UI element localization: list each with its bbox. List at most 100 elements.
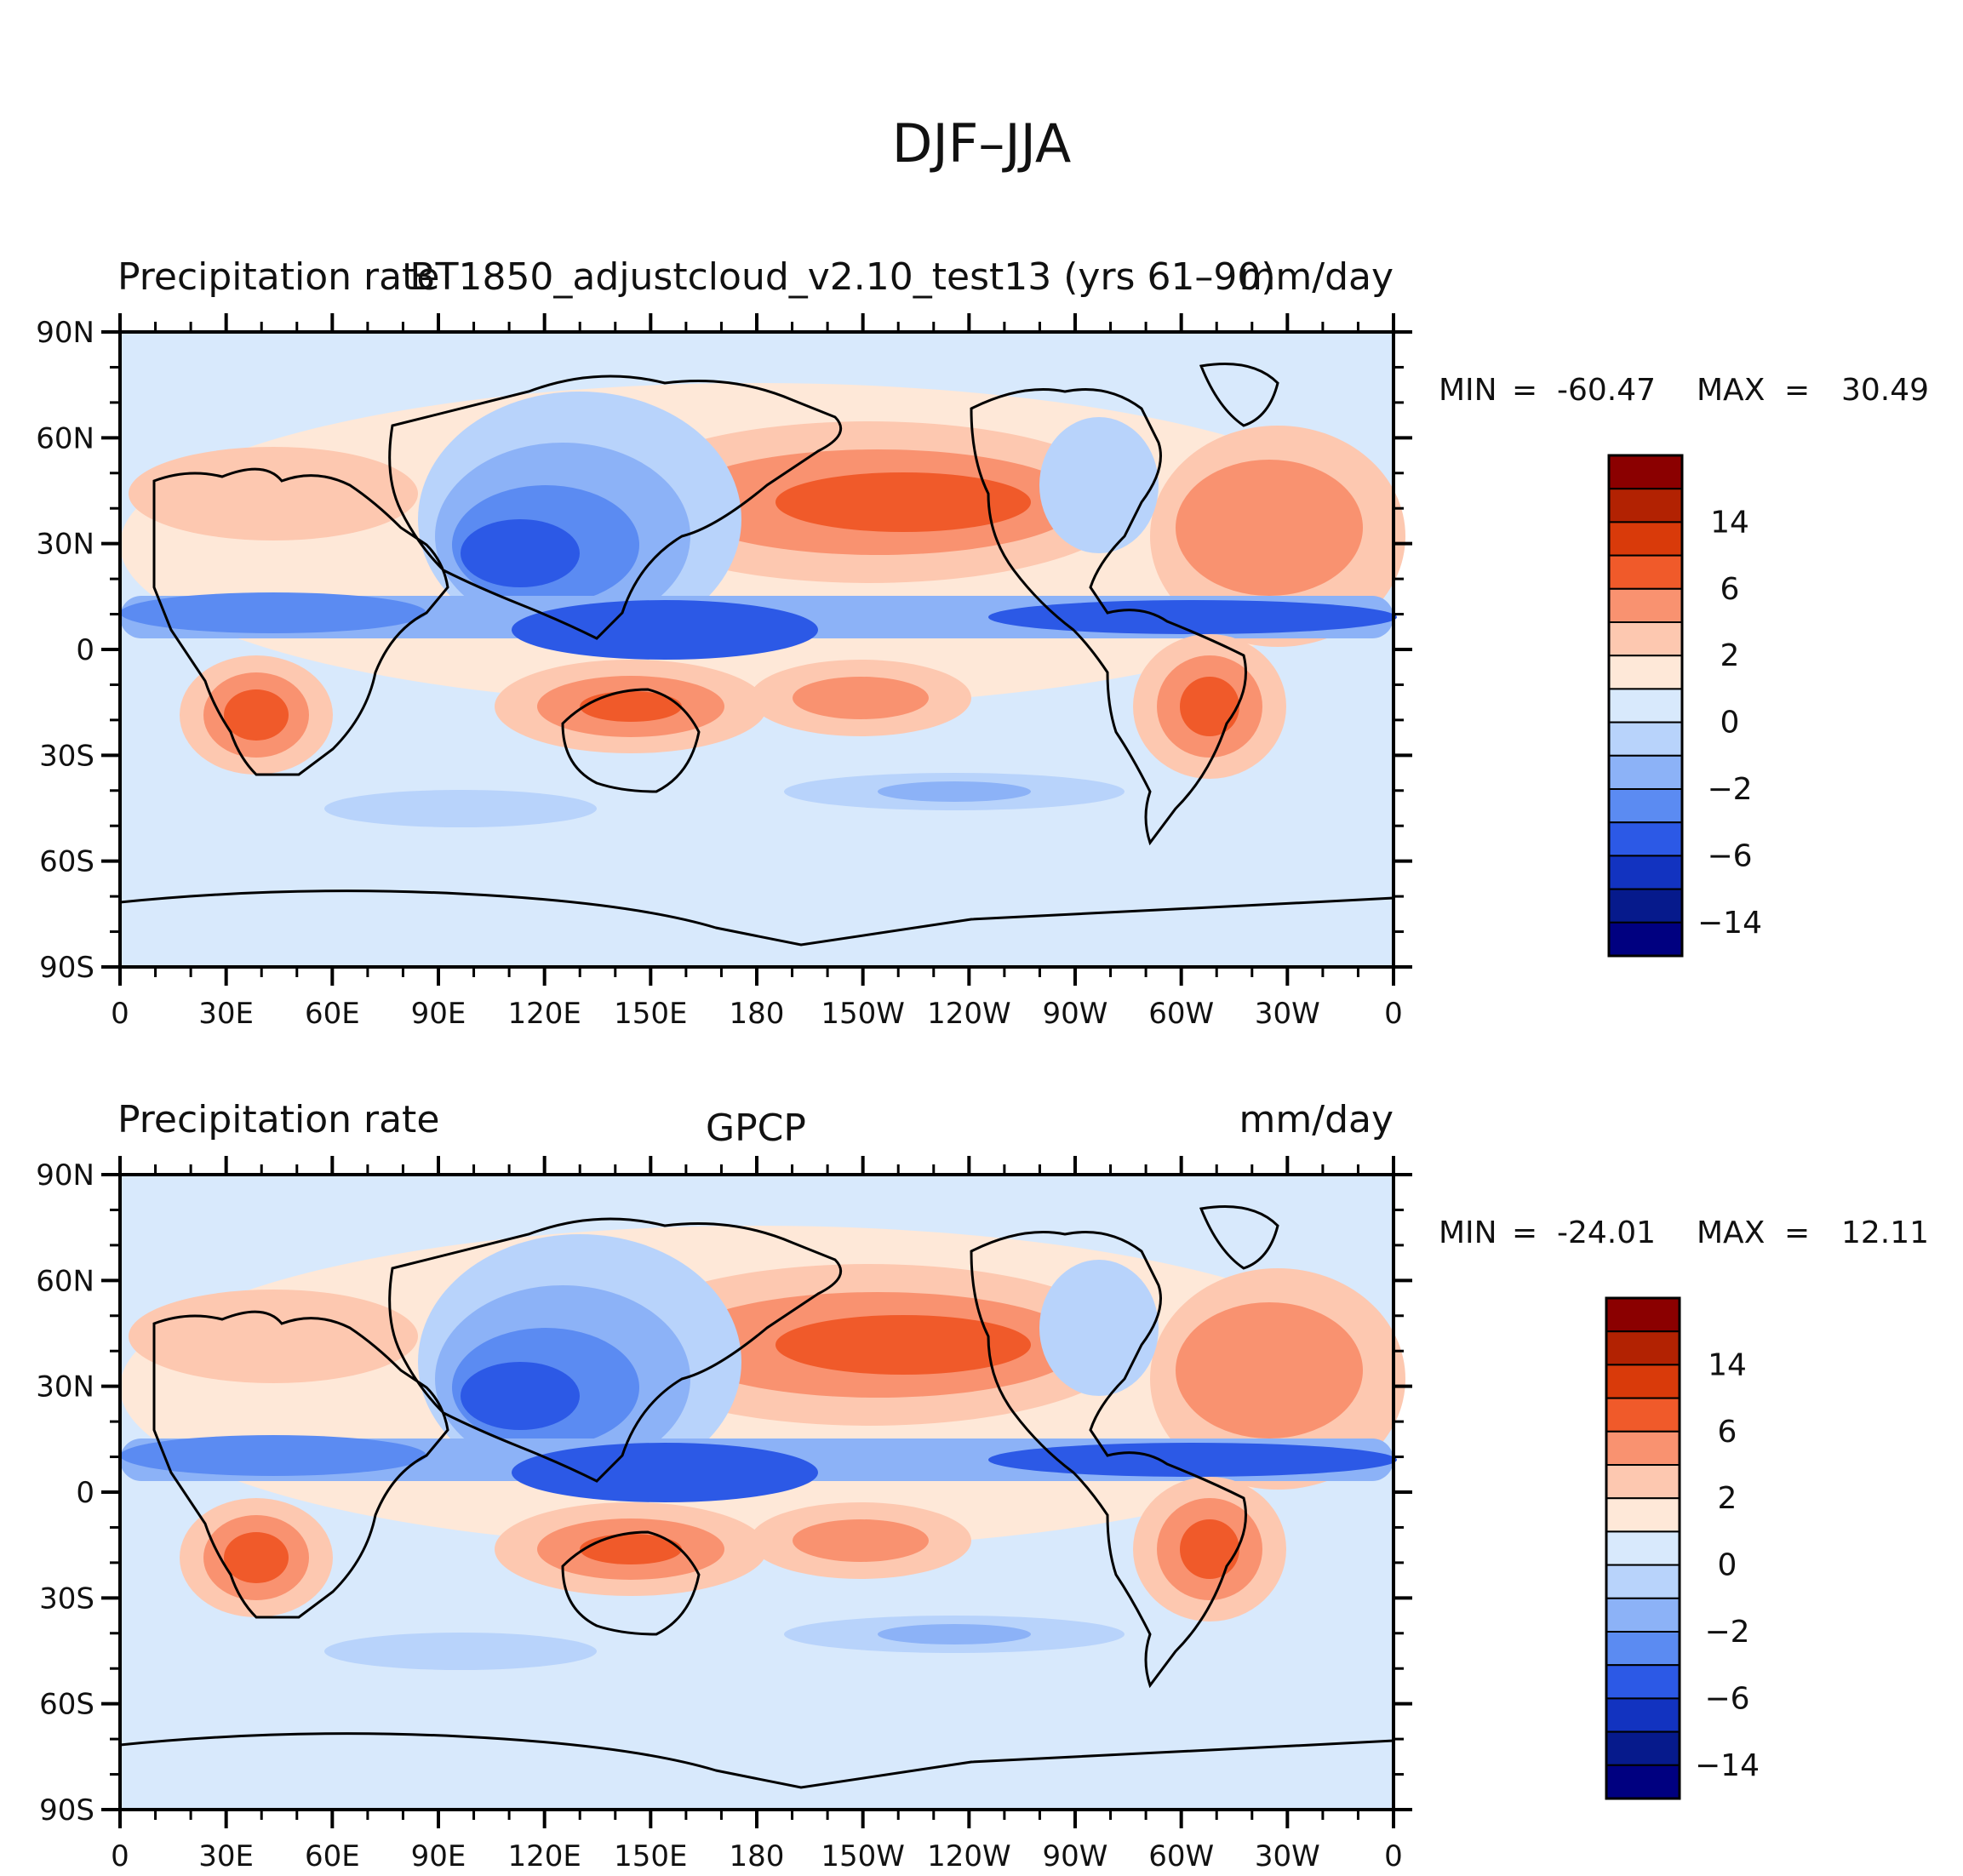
lon-tick-label: 120W bbox=[927, 997, 1011, 1031]
lon-tick-label: 120W bbox=[927, 1839, 1011, 1873]
lat-tick-label: 90N bbox=[36, 316, 94, 350]
colorbar-swatch bbox=[1605, 1764, 1680, 1800]
colorbar-label: 14 bbox=[1710, 505, 1749, 540]
colorbar-swatch bbox=[1608, 788, 1683, 824]
lon-tick-label: 60E bbox=[305, 1839, 360, 1873]
lon-tick-label: 150E bbox=[614, 997, 687, 1031]
lon-tick-label: 0 bbox=[1384, 1839, 1403, 1873]
colorbar-label: −14 bbox=[1695, 1748, 1760, 1783]
colorbar-swatch bbox=[1608, 688, 1683, 724]
max-value-1: 30.49 bbox=[1841, 373, 1929, 408]
colorbar-swatch bbox=[1605, 1597, 1680, 1633]
lon-tick-label: 90W bbox=[1043, 1839, 1108, 1873]
max-value-2: 12.11 bbox=[1841, 1215, 1929, 1250]
min-max-1: MIN = -60.47 MAX = 30.49 bbox=[1439, 373, 1929, 408]
lon-tick-label: 0 bbox=[111, 1839, 129, 1873]
lat-tick-label: 90S bbox=[39, 951, 94, 985]
colorbar-swatch bbox=[1605, 1497, 1680, 1533]
panel-1-left-title: Precipitation rate bbox=[117, 255, 439, 299]
panel-2-left-title: Precipitation rate bbox=[117, 1098, 439, 1141]
panel-2-units: mm/day bbox=[1239, 1098, 1394, 1141]
lat-tick-label: 30S bbox=[39, 739, 94, 773]
lon-tick-label: 30W bbox=[1255, 997, 1320, 1031]
lat-tick-label: 30S bbox=[39, 1581, 94, 1616]
precip-field-1 bbox=[120, 332, 1405, 967]
colorbar-frame bbox=[1605, 1296, 1681, 1800]
colorbar-label: 2 bbox=[1718, 1481, 1737, 1516]
min-max-2: MIN = -24.01 MAX = 12.11 bbox=[1439, 1215, 1929, 1250]
lon-tick-label: 150W bbox=[821, 997, 905, 1031]
lon-tick-label: 180 bbox=[730, 997, 785, 1031]
max-label-2: MAX bbox=[1697, 1215, 1765, 1250]
lon-tick-label: 150E bbox=[614, 1839, 687, 1873]
colorbar-label: 14 bbox=[1708, 1347, 1747, 1382]
panel-2-center-title: GPCP bbox=[706, 1107, 806, 1150]
figure-title: DJF–JJA bbox=[892, 112, 1072, 174]
lat-tick-label: 30N bbox=[36, 528, 94, 562]
colorbar-1: 14 6 2 0 −2 −6 −14 bbox=[1607, 454, 1762, 958]
colorbar-swatch bbox=[1608, 554, 1683, 590]
colorbar-swatch bbox=[1608, 621, 1683, 657]
lat-tick-label: 60S bbox=[39, 845, 94, 879]
lon-tick-label: 90E bbox=[411, 997, 466, 1031]
colorbar-label: −2 bbox=[1704, 1615, 1749, 1650]
colorbar-label: 6 bbox=[1718, 1415, 1737, 1450]
panel-1-units: mm/day bbox=[1239, 255, 1394, 299]
lon-tick-label: 60E bbox=[305, 997, 360, 1031]
precip-field-2 bbox=[120, 1175, 1405, 1810]
panel-2: Precipitation rate GPCP mm/day 90N 60N 30N… bbox=[36, 1098, 1929, 1873]
min-label-2: MIN bbox=[1439, 1215, 1497, 1250]
lat-tick-label: 60N bbox=[36, 1264, 94, 1298]
panel-1: Precipitation rate BT1850_adjustcloud_v2… bbox=[36, 255, 1929, 1031]
colorbar-frame bbox=[1607, 454, 1684, 958]
colorbar-2: 14 6 2 0 −2 −6 −14 bbox=[1605, 1296, 1760, 1800]
colorbar-swatch bbox=[1605, 1330, 1680, 1366]
lat-tick-label: 0 bbox=[76, 633, 94, 667]
colorbar-swatch bbox=[1608, 888, 1683, 924]
colorbar-swatch bbox=[1608, 721, 1683, 757]
colorbar-swatch bbox=[1605, 1297, 1680, 1333]
colorbar-label: −6 bbox=[1707, 838, 1752, 873]
colorbar-swatch bbox=[1608, 655, 1683, 690]
colorbar-swatch bbox=[1608, 488, 1683, 523]
lon-tick-label: 60W bbox=[1148, 1839, 1214, 1873]
colorbar-swatch bbox=[1608, 455, 1683, 490]
lat-tick-label: 60N bbox=[36, 421, 94, 455]
colorbar-swatch bbox=[1605, 1664, 1680, 1700]
colorbar-label: 6 bbox=[1720, 572, 1740, 607]
max-label-1: MAX bbox=[1697, 373, 1765, 408]
lat-tick-label: 90N bbox=[36, 1158, 94, 1193]
colorbar-label: −2 bbox=[1707, 772, 1752, 807]
axis-ticks-2: 90N 60N 30N 0 30S 60S 90S 0 30E 60E 90E 120E 150E 180… bbox=[36, 1156, 1412, 1873]
lon-tick-label: 90E bbox=[411, 1839, 466, 1873]
colorbar-swatch bbox=[1605, 1564, 1680, 1599]
lat-tick-label: 0 bbox=[76, 1476, 94, 1510]
min-label-1: MIN bbox=[1439, 373, 1497, 408]
lon-tick-label: 60W bbox=[1148, 997, 1214, 1031]
colorbar-label: 0 bbox=[1720, 706, 1740, 741]
colorbar-swatch bbox=[1605, 1530, 1680, 1566]
colorbar-swatch bbox=[1605, 1631, 1680, 1667]
min-value-2: -24.01 bbox=[1557, 1215, 1656, 1250]
lon-tick-label: 30W bbox=[1255, 1839, 1320, 1873]
colorbar-label: −14 bbox=[1697, 906, 1762, 941]
colorbar-swatch bbox=[1608, 855, 1683, 890]
panel-1-center-title: BT1850_adjustcloud_v2.10_test13 (yrs 61–… bbox=[409, 255, 1275, 299]
colorbar-label: 0 bbox=[1718, 1548, 1737, 1583]
axis-ticks-1: 90N 60N 30N 0 30S 60S 90S 0 30E 60E 90E 120E 150E 180… bbox=[36, 313, 1412, 1031]
lat-tick-label: 30N bbox=[36, 1370, 94, 1404]
lon-tick-label: 90W bbox=[1043, 997, 1108, 1031]
lon-tick-label: 180 bbox=[730, 1839, 785, 1873]
lat-tick-label: 90S bbox=[39, 1793, 94, 1827]
lat-tick-label: 60S bbox=[39, 1688, 94, 1722]
colorbar-swatch bbox=[1608, 921, 1683, 958]
colorbar-swatch bbox=[1608, 521, 1683, 557]
lon-tick-label: 30E bbox=[198, 997, 254, 1031]
min-value-1: -60.47 bbox=[1557, 373, 1656, 408]
colorbar-swatch bbox=[1605, 1697, 1680, 1733]
colorbar-swatch bbox=[1605, 1397, 1680, 1433]
colorbar-label: −6 bbox=[1704, 1681, 1749, 1716]
svg-text:=: = bbox=[1784, 373, 1810, 408]
svg-text:=: = bbox=[1512, 373, 1537, 408]
